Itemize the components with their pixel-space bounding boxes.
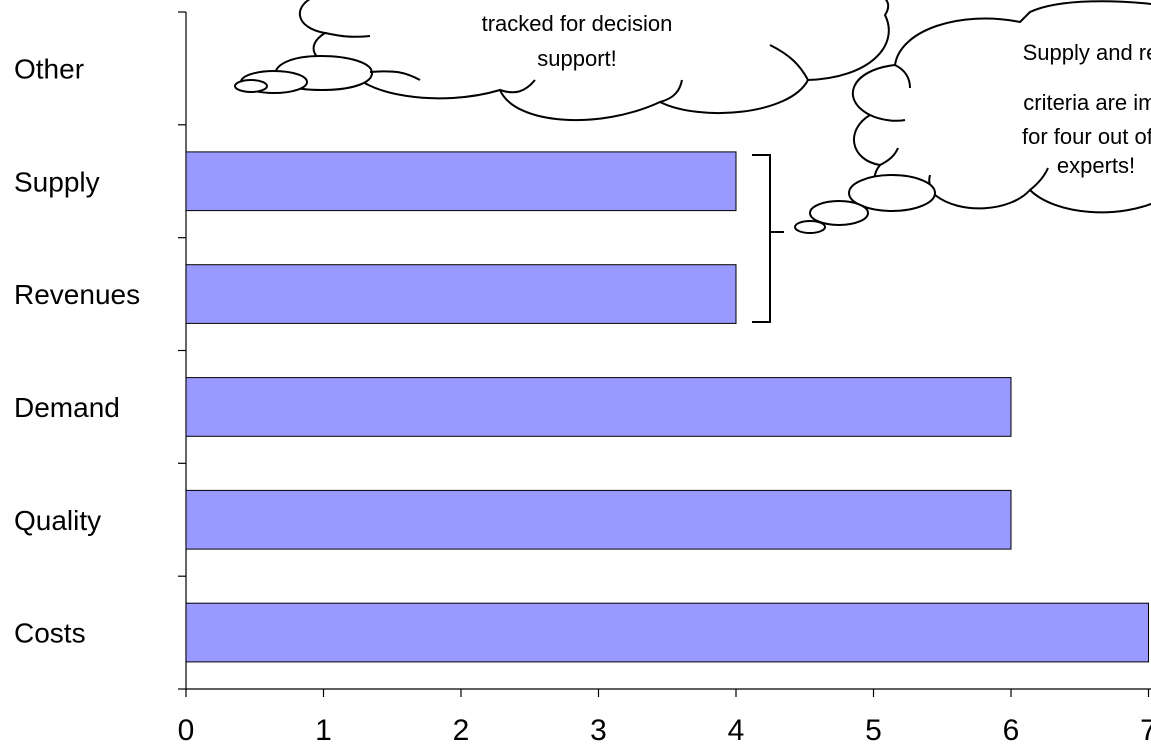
callout-bubble-large [848,174,936,212]
category-label-supply: Supply [14,166,100,197]
x-tick-label: 3 [590,714,607,746]
category-label-other: Other [14,53,84,84]
callout-text-line: support! [537,46,617,71]
x-tick-label: 1 [315,714,332,746]
callout-bubble-medium [809,200,869,226]
bar-demand [185,377,1012,437]
callout-text-line: criteria are imp [1023,90,1151,115]
bar-costs [185,602,1149,663]
category-label-demand: Demand [14,392,120,423]
bar-supply [185,151,737,212]
bar-series [185,151,1149,663]
callout-text-line: for four out of s [1022,124,1151,149]
callout-text-line: experts! [1057,153,1135,178]
x-tick-label: 5 [865,714,882,746]
x-tick-label: 2 [453,714,470,746]
callout-text-line: Supply and rev [1023,40,1151,65]
x-tick-label: 4 [728,714,745,746]
category-label-costs: Costs [14,618,86,649]
category-label-quality: Quality [14,505,101,536]
x-tick-label: 0 [178,714,195,746]
y-axis [178,11,187,690]
callout-cloud-shape [299,0,890,122]
bar-quality [185,489,1012,550]
callout-supply-revenues: Supply and rev criteria are imp for four… [794,0,1151,234]
category-label-revenues: Revenues [14,279,140,310]
bracket-supply-revenues [752,154,784,323]
x-axis: 0 1 2 3 4 5 6 7 [178,688,1151,746]
callout-decision-support: tracked for decision support! [234,0,890,122]
callout-bubble-small [234,79,268,93]
x-tick-label: 6 [1003,714,1020,746]
x-tick-label: 7 [1140,714,1151,746]
callout-text-line: tracked for decision [482,11,673,36]
bar-revenues [185,264,737,324]
category-labels: Costs Quality Demand Revenues Supply Other [14,53,140,648]
callout-bubble-small [794,220,826,234]
